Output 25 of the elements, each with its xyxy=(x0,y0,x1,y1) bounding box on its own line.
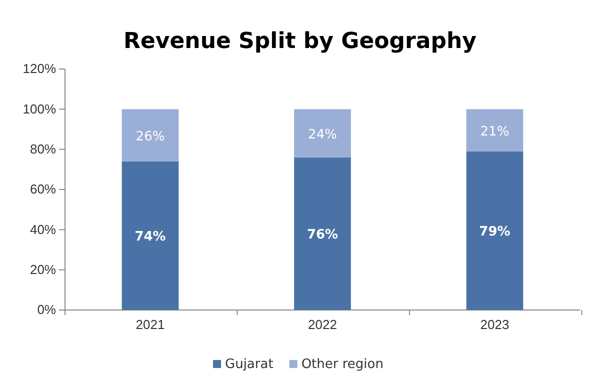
bar xyxy=(466,109,524,152)
data-label: 76% xyxy=(306,228,338,243)
bar xyxy=(294,157,351,310)
bar xyxy=(294,109,351,158)
y-tick-label: 80% xyxy=(30,141,56,156)
y-tick-label: 40% xyxy=(30,222,56,237)
y-tick-label: 0% xyxy=(37,302,56,318)
data-label: 74% xyxy=(134,230,166,245)
data-label: 26% xyxy=(136,129,165,144)
legend-label: Gujarat xyxy=(225,357,274,372)
bar xyxy=(122,109,179,162)
x-tick-label: 2021 xyxy=(136,317,165,332)
y-tick-label: 100% xyxy=(22,101,56,116)
legend-label: Other region xyxy=(301,357,384,372)
y-tick-label: 20% xyxy=(30,262,56,277)
y-tick-label: 120% xyxy=(22,61,56,76)
data-label: 24% xyxy=(308,127,337,142)
bar xyxy=(122,161,179,310)
x-tick-label: 2023 xyxy=(480,317,510,332)
y-tick-label: 60% xyxy=(30,182,56,197)
data-label: 79% xyxy=(479,224,510,240)
data-label: 21% xyxy=(480,124,510,140)
chart-title: Revenue Split by Geography xyxy=(124,29,476,54)
bar xyxy=(466,151,524,310)
x-tick-label: 2022 xyxy=(308,317,337,332)
